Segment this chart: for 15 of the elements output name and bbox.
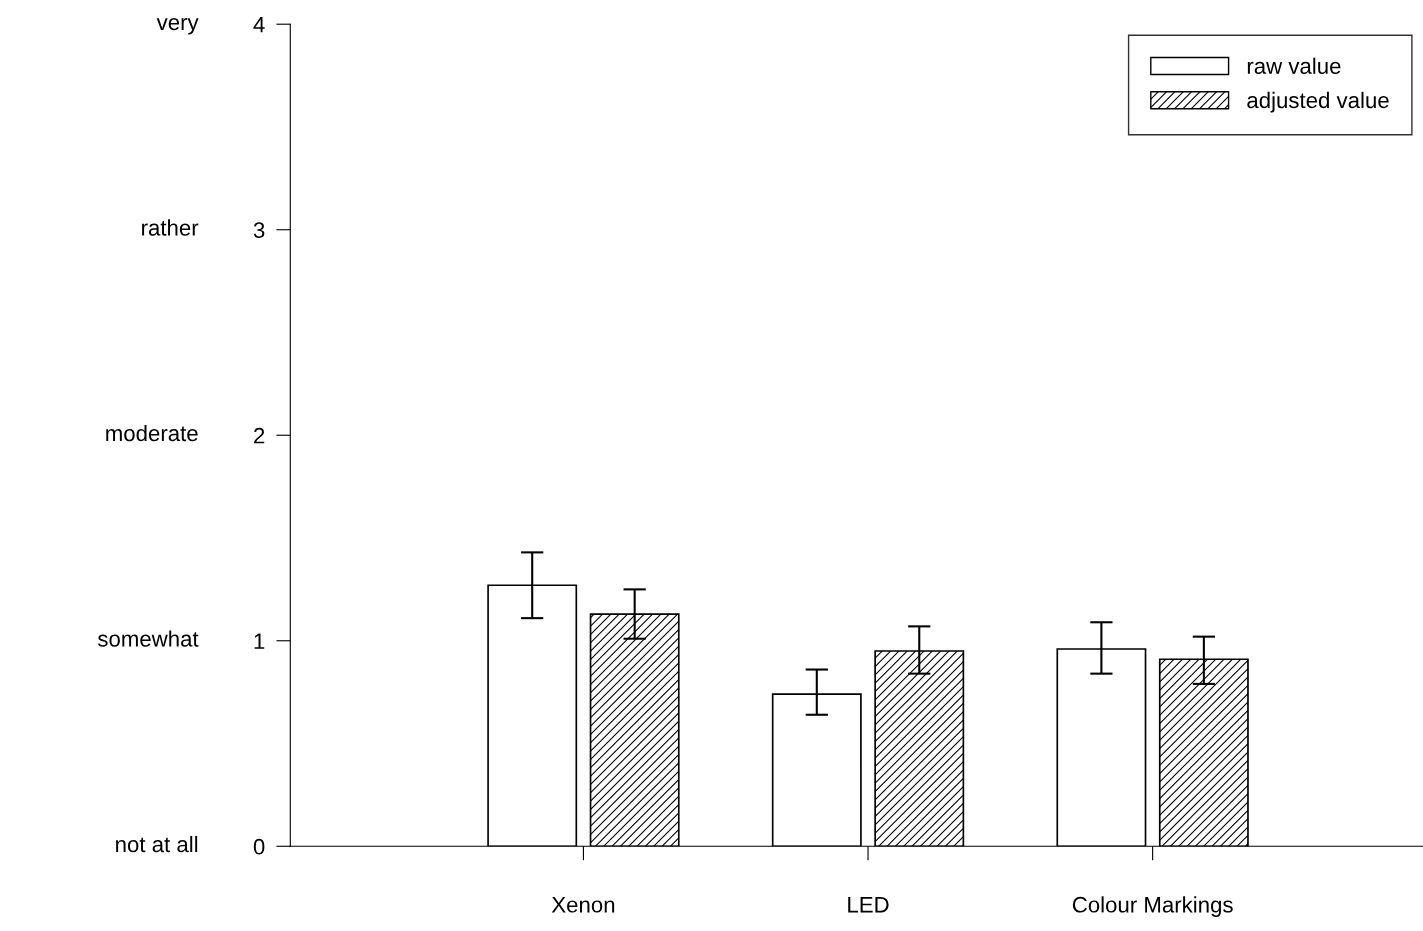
y-tick-label: 2 bbox=[254, 427, 265, 444]
text: somewhat bbox=[97, 630, 199, 647]
x-tick-label: LED bbox=[848, 897, 889, 913]
text: moderate bbox=[106, 424, 198, 442]
y-tick-label: 0 bbox=[253, 838, 265, 855]
text: rather bbox=[142, 219, 199, 236]
text: very bbox=[156, 17, 199, 35]
x-tick-label: Xenon bbox=[551, 897, 615, 913]
y-tick-label: 4 bbox=[253, 16, 265, 33]
legend-label: raw value bbox=[1247, 57, 1341, 74]
x-tick-label: Colour Markings bbox=[1072, 896, 1233, 917]
y-tick-label: 1 bbox=[254, 633, 265, 649]
text: not at all bbox=[116, 835, 198, 853]
legend-label: adjusted value bbox=[1247, 91, 1389, 113]
y-tick-label: 3 bbox=[253, 222, 265, 238]
